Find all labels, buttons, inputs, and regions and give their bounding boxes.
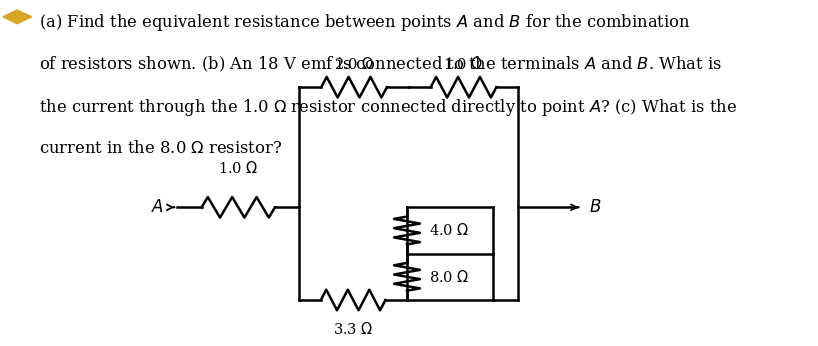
Polygon shape [2,10,32,24]
Text: 2.0 $\Omega$: 2.0 $\Omega$ [334,56,375,72]
Text: 4.0 $\Omega$: 4.0 $\Omega$ [429,222,469,238]
Text: 1.0 $\Omega$: 1.0 $\Omega$ [443,56,483,72]
Text: $\mathit{B}$: $\mathit{B}$ [589,199,601,216]
Text: of resistors shown. (b) An 18 V emf is connected to the terminals $\mathit{A}$ a: of resistors shown. (b) An 18 V emf is c… [38,55,721,74]
Text: 3.3 $\Omega$: 3.3 $\Omega$ [333,321,373,337]
Text: the current through the 1.0 $\Omega$ resistor connected directly to point $\math: the current through the 1.0 $\Omega$ res… [38,98,737,118]
Text: (a) Find the equivalent resistance between points $\mathit{A}$ and $\mathit{B}$ : (a) Find the equivalent resistance betwe… [38,12,690,33]
Text: 1.0 $\Omega$: 1.0 $\Omega$ [218,161,258,176]
Text: $\mathit{A}$: $\mathit{A}$ [151,199,164,216]
Text: 8.0 $\Omega$: 8.0 $\Omega$ [429,269,469,285]
Text: current in the 8.0 $\Omega$ resistor?: current in the 8.0 $\Omega$ resistor? [38,140,282,157]
